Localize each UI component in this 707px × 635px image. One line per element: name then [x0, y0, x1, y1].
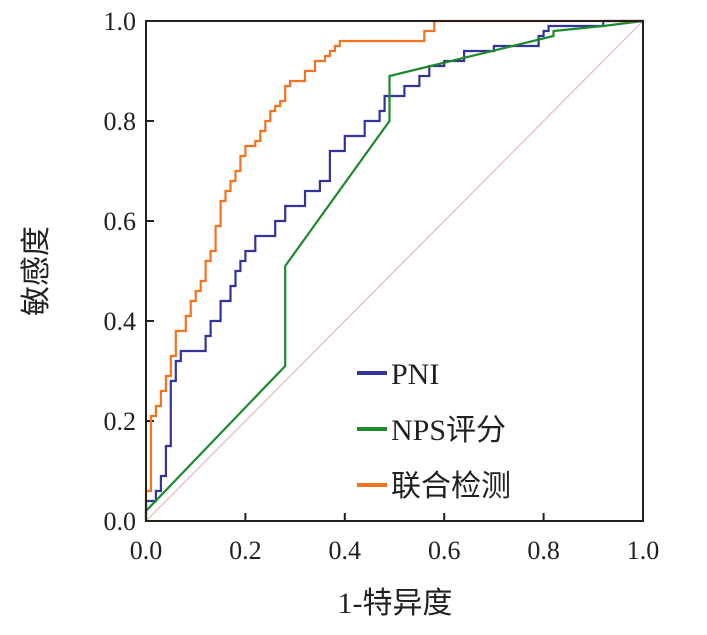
y-tick-label: 0.2	[104, 407, 137, 436]
x-tick-label: 0.2	[229, 536, 262, 565]
x-tick-label: 0.4	[329, 536, 362, 565]
plot-frame	[145, 20, 644, 522]
y-tick-label: 0.8	[104, 107, 137, 136]
x-tick-label: 0.8	[527, 536, 560, 565]
legend-label-nps: NPS评分	[391, 414, 506, 447]
y-tick-label: 0.6	[104, 207, 137, 236]
reference-diagonal-line	[145, 20, 644, 522]
y-tick-label: 0.0	[104, 507, 137, 536]
y-axis-label: 敏感度	[20, 226, 53, 316]
nps-roc-curve	[144, 19, 644, 521]
legend-label-pni: PNI	[391, 358, 439, 391]
x-tick-label: 0.0	[130, 536, 163, 565]
legend-label-combined: 联合检测	[391, 470, 511, 503]
combined-roc-curve	[144, 19, 643, 521]
y-tick-label: 1.0	[104, 7, 137, 36]
y-tick-label: 0.4	[104, 307, 137, 336]
ticks-layer: 0.0 0.2 0.4 0.6 0.8 1.0 0.0 0.2 0.4 0.6 0.8 1.0	[104, 7, 660, 565]
series-layer	[144, 19, 644, 521]
x-tick-label: 0.6	[428, 536, 461, 565]
x-axis-label: 1-特异度	[338, 587, 453, 620]
pni-roc-curve	[144, 19, 643, 521]
x-tick-label: 1.0	[627, 536, 660, 565]
reference-layer	[145, 20, 644, 522]
legend: PNI NPS评分 联合检测	[357, 358, 511, 503]
